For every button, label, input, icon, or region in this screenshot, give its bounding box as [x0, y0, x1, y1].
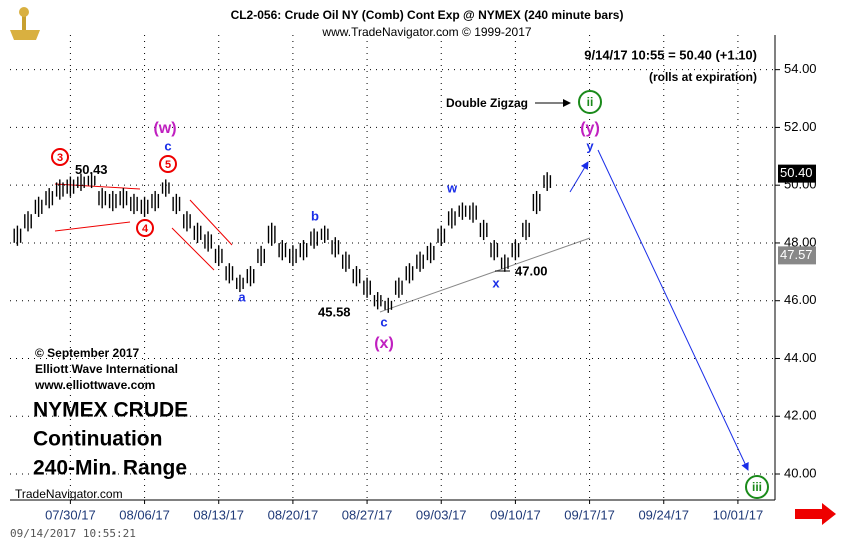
credit: Elliott Wave International [35, 362, 178, 376]
wave-label: w [446, 180, 458, 195]
x-tick-label: 10/01/17 [713, 507, 764, 522]
wave-label: x [492, 275, 500, 290]
timestamp: 09/14/2017 10:55:21 [10, 527, 136, 539]
wave-label: 5 [165, 159, 171, 171]
wave-label: (x) [374, 335, 394, 352]
wave-label: (w) [153, 120, 176, 137]
wave-circle [578, 90, 602, 114]
x-tick-label: 08/13/17 [193, 507, 244, 522]
wave-label: 3 [57, 152, 63, 164]
x-tick-label: 08/06/17 [119, 507, 170, 522]
scroll-arrow[interactable] [795, 503, 836, 525]
y-tick-label: 42.00 [784, 408, 817, 423]
headline: 240-Min. Range [33, 457, 187, 480]
chart-subtitle: www.TradeNavigator.com © 1999-2017 [321, 25, 531, 39]
wave-label: b [311, 208, 319, 223]
quote-note: (rolls at expiration) [649, 70, 757, 84]
x-tick-label: 08/20/17 [268, 507, 319, 522]
wave-circle [136, 219, 154, 237]
last-price-box [778, 164, 816, 183]
credit: © September 2017 [35, 346, 140, 360]
x-tick-label: 09/24/17 [638, 507, 689, 522]
x-tick-label: 08/27/17 [342, 507, 393, 522]
last-price-label: 47.57 [780, 247, 813, 262]
source: TradeNavigator.com [15, 487, 123, 501]
wave-label: (y) [580, 120, 600, 137]
wave-circle [51, 148, 69, 166]
wave-circle [745, 475, 769, 499]
wave-label: 4 [142, 223, 149, 235]
price-label: 45.58 [318, 304, 351, 319]
wave-circle [159, 155, 177, 173]
quote: 9/14/17 10:55 = 50.40 (+1.10) [584, 47, 757, 62]
y-tick-label: 46.00 [784, 292, 817, 307]
credit: www.elliottwave.com [34, 378, 155, 392]
wave-label: c [164, 138, 171, 153]
wave-label: a [238, 289, 246, 304]
wave-label: c [380, 314, 387, 329]
last-price-label: 50.40 [780, 165, 813, 180]
price-label: 50.43 [75, 162, 108, 177]
y-tick-label: 52.00 [784, 119, 817, 134]
headline: Continuation [33, 428, 162, 451]
chart-title: CL2-056: Crude Oil NY (Comb) Cont Exp @ … [231, 8, 624, 22]
y-tick-label: 48.00 [784, 234, 817, 249]
x-tick-label: 09/03/17 [416, 507, 467, 522]
x-tick-label: 07/30/17 [45, 507, 96, 522]
wave-label: Double Zigzag [446, 96, 528, 110]
wave-label: ii [587, 95, 594, 109]
price-label: 47.00 [515, 263, 548, 278]
last-price-box [778, 246, 816, 265]
x-tick-label: 09/17/17 [564, 507, 615, 522]
wave-label: iii [752, 480, 762, 494]
x-tick-label: 09/10/17 [490, 507, 541, 522]
y-tick-label: 40.00 [784, 465, 817, 480]
y-tick-label: 54.00 [784, 61, 817, 76]
y-tick-label: 44.00 [784, 350, 817, 365]
headline: NYMEX CRUDE [33, 399, 188, 422]
wave-label: y [586, 138, 594, 153]
trendlines [54, 99, 749, 471]
logo [10, 7, 40, 40]
